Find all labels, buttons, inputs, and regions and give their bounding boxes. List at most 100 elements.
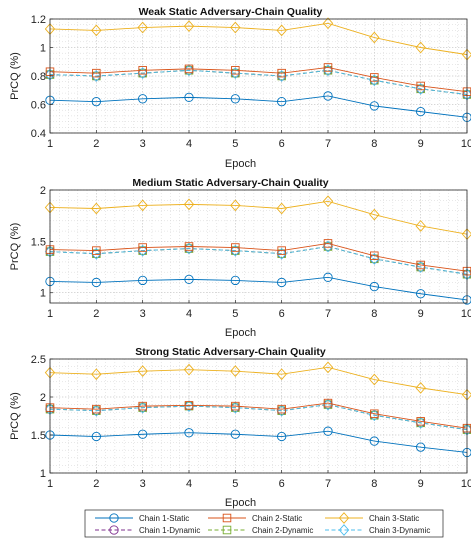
x-tick-label: 7 (325, 308, 331, 320)
data-point (230, 199, 241, 212)
data-point (369, 252, 380, 265)
legend-frame (84, 509, 444, 538)
data-point (231, 66, 240, 75)
series-line (49, 242, 468, 272)
series-chain-2-static (45, 239, 471, 276)
data-point (277, 431, 287, 442)
data-point (230, 67, 241, 80)
plot-area (50, 190, 467, 303)
legend-entry: Chain 1-Dynamic (95, 525, 200, 535)
data-point (415, 382, 426, 394)
x-tick-label: 9 (418, 478, 424, 490)
x-tick-label: 8 (371, 478, 377, 490)
legend-label: Chain 3-Static (369, 514, 419, 523)
data-point (276, 202, 287, 215)
data-point (370, 73, 379, 82)
data-point (416, 106, 426, 117)
data-point (231, 401, 240, 411)
plot-area (50, 359, 467, 473)
legend-label: Chain 1-Static (139, 514, 189, 523)
data-point (91, 277, 101, 288)
data-point (184, 92, 194, 103)
data-point (369, 31, 380, 44)
data-point (369, 101, 379, 111)
data-point (230, 244, 241, 257)
x-tick-label: 1 (47, 138, 53, 150)
data-point (230, 275, 240, 286)
data-point (416, 260, 425, 270)
x-tick-label: 2 (93, 478, 99, 490)
legend-label: Chain 1-Dynamic (139, 526, 200, 535)
x-tick-label: 2 (93, 138, 99, 150)
data-point (231, 243, 240, 252)
x-axis-label: Epoch (225, 497, 256, 509)
legend-label: Chain 3-Dynamic (369, 526, 430, 535)
data-point (370, 251, 379, 260)
x-tick-label: 6 (279, 138, 285, 150)
chart-panel-2: 1 2 3 4 5 6 7 8 9 10 1 1.5 2 Medium Static Adversary-… (9, 177, 471, 339)
data-point (183, 198, 195, 211)
chart-title: Strong Static Adversary-Chain Quality (135, 346, 326, 358)
data-point (277, 404, 286, 414)
series-line (49, 66, 468, 93)
x-tick-label: 3 (140, 138, 146, 150)
data-point (369, 208, 380, 221)
data-point (369, 74, 380, 87)
data-point (323, 426, 333, 436)
data-point (276, 70, 287, 82)
y-axis-label: PrCQ (%) (9, 52, 21, 100)
data-point (322, 240, 334, 253)
data-point (416, 81, 425, 91)
data-point (415, 41, 426, 54)
x-tick-label: 6 (279, 308, 285, 320)
x-tick-label: 10 (461, 308, 471, 320)
data-point (277, 246, 286, 255)
x-tick-label: 7 (325, 478, 331, 490)
x-tick-label: 3 (140, 478, 146, 490)
data-point (91, 431, 101, 442)
data-point (184, 64, 194, 74)
data-point (323, 63, 333, 72)
legend-label: Chain 2-Dynamic (252, 526, 313, 535)
legend-marker (222, 525, 232, 535)
x-tick-label: 4 (186, 308, 192, 320)
data-point (91, 70, 102, 82)
data-point (323, 91, 333, 101)
data-point (370, 409, 379, 418)
x-tick-label: 8 (371, 138, 377, 150)
x-tick-label: 10 (461, 478, 471, 490)
data-point (369, 436, 379, 446)
y-tick-label: 0.4 (31, 128, 46, 140)
axes-box (49, 358, 468, 474)
data-point (137, 244, 148, 257)
data-point (323, 239, 333, 248)
x-tick-label: 6 (279, 478, 285, 490)
y-tick-label: 1 (40, 468, 46, 480)
legend-box: Chain 1-Static Chain 2-Static Chain 3-Stat… (84, 509, 444, 538)
legend-marker (222, 513, 232, 523)
legend-marker (338, 512, 350, 524)
data-point (322, 398, 334, 411)
data-point (91, 368, 102, 381)
data-point (416, 289, 426, 299)
series-line (49, 95, 468, 118)
legend-marker (109, 513, 119, 523)
x-tick-label: 1 (47, 478, 53, 490)
y-tick-label: 1.2 (31, 14, 46, 26)
series-line (49, 430, 468, 453)
data-point (92, 68, 101, 78)
data-point (230, 365, 241, 378)
x-tick-label: 2 (93, 308, 99, 320)
data-point (184, 242, 194, 251)
data-point (416, 417, 425, 426)
series-chain-1-static (45, 91, 471, 122)
data-point (276, 368, 287, 381)
legend-marker (109, 525, 119, 535)
data-point (322, 195, 334, 208)
y-axis-label: PrCQ (%) (9, 392, 21, 440)
y-tick-label: 2 (40, 392, 46, 404)
data-point (138, 243, 147, 252)
data-point (276, 247, 287, 260)
series-line (49, 276, 468, 301)
